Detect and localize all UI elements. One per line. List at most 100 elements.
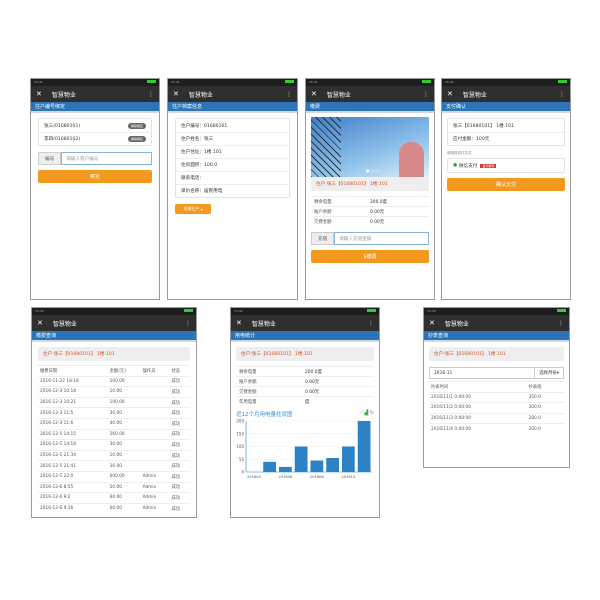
close-icon[interactable]: ✕ <box>37 319 43 327</box>
bar <box>294 446 308 472</box>
list-item[interactable]: 李四(01680102) 解除绑定 <box>39 132 151 145</box>
battery-icon <box>557 309 566 312</box>
battery-icon <box>367 309 376 312</box>
amount-input[interactable]: 请输入充值金额 <box>334 232 429 245</box>
confirm-pay-button[interactable]: 确认支付 <box>447 178 565 191</box>
profile-row: 联系电话： <box>176 171 289 184</box>
table-cell: 30.00 <box>107 439 141 451</box>
app-title: 智慧物业 <box>326 91 351 99</box>
more-icon[interactable]: ⋮ <box>558 319 564 327</box>
table-cell: 2016-12-3 11:5 <box>38 407 108 419</box>
line-chart-icon[interactable]: ⟋ <box>359 410 363 416</box>
usage-list: 剩余电量 200.0度 账户余额 0.00元 欠费金额 0.00元 年用电量度 <box>236 366 374 406</box>
table-cell: 2016-12-6 9:2 <box>38 492 108 504</box>
more-icon[interactable]: ⋮ <box>368 319 374 327</box>
more-icon[interactable]: ⋮ <box>286 90 292 98</box>
battery-icon <box>147 80 156 83</box>
profile-row: 住户住址：1楼.101 <box>176 145 289 158</box>
section-title: 住户档案信息 <box>168 102 297 113</box>
close-icon[interactable]: ✕ <box>36 90 42 98</box>
pay-button[interactable]: $缴费 <box>311 250 429 263</box>
section-title: 抄表查询 <box>424 331 569 342</box>
usage-bar-chart: 0 50 100 150 200 201604 201606 201608 201610 <box>236 419 372 479</box>
customer-number-input[interactable]: 请输入客户编号 <box>61 152 152 165</box>
bar-chart-icon[interactable]: ▟ <box>364 410 369 416</box>
phone-bind: 15:41 ✕ 智慧物业 ⋮ 住户编号绑定 张三(01680101) 解除绑定 李四(… <box>30 78 160 300</box>
app-title: 智慧物业 <box>188 91 213 99</box>
balance-list: 剩余电量 200.0度 账户余额 0.00元 欠费金额 0.00元 <box>311 196 429 226</box>
bar <box>263 461 276 472</box>
table-row: 2016-12-5 14:15 260.00 成功 <box>38 428 190 440</box>
x-tick-label: 201604 <box>247 475 261 479</box>
table-cell: 成功 <box>169 375 190 387</box>
battery-icon <box>285 80 294 83</box>
banner-carousel[interactable]: ● ○ ○ <box>311 117 429 177</box>
info-label: 剩余电量 <box>314 199 332 205</box>
y-tick-label: 200 <box>236 419 244 424</box>
order-info: 张三【01680101】 1楼.101 应付金额：100元 <box>447 118 565 146</box>
table-cell: Admin <box>140 481 170 493</box>
table-cell: Admin <box>140 502 170 514</box>
close-icon[interactable]: ✕ <box>429 319 435 327</box>
more-icon[interactable]: ⋮ <box>185 319 191 327</box>
table-cell: 2016-12-3 10:18 <box>38 386 108 398</box>
info-row: 欠费金额 0.00元 <box>236 386 374 396</box>
table-row: 2016-12-3 10:21 100.00 成功 <box>38 396 190 408</box>
phone-confirm: 15:42 ✕ 智慧物业 ⋮ 支付确认 张三【01680101】 1楼.101 应付… <box>441 78 571 300</box>
bound-list: 张三(01680101) 解除绑定 李四(01680102) 解除绑定 <box>38 118 152 146</box>
more-icon[interactable]: ⋮ <box>559 90 565 98</box>
status-time: 15:41 <box>171 80 180 84</box>
wechat-icon: ● <box>453 163 458 168</box>
unbind-button[interactable]: 解除绑定 <box>127 136 146 142</box>
table-cell: 10.00 <box>107 386 141 398</box>
close-icon[interactable]: ✕ <box>311 90 317 98</box>
table-row: 2016-12-5 21:34 10.00 成功 <box>38 449 190 461</box>
input-label: 充值 <box>311 232 335 245</box>
table-cell: 600.00 <box>107 470 141 483</box>
order-user: 张三【01680101】 1楼.101 <box>453 123 514 129</box>
refresh-icon[interactable]: ↻ <box>369 410 374 416</box>
user-info: 住户:张三【01680101】 1楼.101 <box>311 177 429 191</box>
section-title: 用电统计 <box>231 331 379 342</box>
carousel-dots[interactable]: ● ○ ○ <box>366 168 380 173</box>
table-cell: 2016-12-6 8:55 <box>38 481 108 493</box>
list-item[interactable]: 张三(01680101) 解除绑定 <box>39 119 151 132</box>
close-icon[interactable]: ✕ <box>173 90 179 98</box>
table-cell: 2016-12-5 14:15 <box>38 428 108 440</box>
app-header: ✕ 智慧物业 ⋮ <box>231 315 379 331</box>
item-label: 李四(01680102) <box>44 137 81 142</box>
table-row: 2016-12-3 10:18 10.00 成功 <box>38 386 190 398</box>
switch-user-button[interactable]: 切换住户 ▾ <box>175 204 211 214</box>
table-cell: 280.0 <box>526 412 564 424</box>
info-row: 账户余额 0.00元 <box>236 376 374 386</box>
chart-title: 近12个月用电量柱状图 <box>236 412 293 418</box>
select-month-button[interactable]: 选择月份 ▾ <box>534 368 563 378</box>
wechat-pay-option[interactable]: ● 微信支付 官方推荐 <box>448 159 564 172</box>
chart-toolbox: ⟋ ▟ ↻ <box>359 410 374 418</box>
table-cell: 300.0 <box>526 402 564 414</box>
bind-button[interactable]: 绑定 <box>38 170 152 183</box>
more-icon[interactable]: ⋮ <box>148 90 154 98</box>
column-header: 操作员 <box>140 365 170 377</box>
y-tick-label: 100 <box>236 444 244 449</box>
close-icon[interactable]: ✕ <box>447 90 453 98</box>
table-cell <box>140 407 170 419</box>
table-cell: 2016-12-5 21:34 <box>38 449 108 461</box>
method-label: 请选择支付方式 <box>447 151 472 155</box>
table-cell <box>140 396 170 408</box>
table-row: 2016-12-6 8:55 50.00 Admin 成功 <box>38 481 190 493</box>
info-value: 度 <box>305 399 310 405</box>
table-row: 2016-12-3 11:5 30.00 成功 <box>38 407 190 419</box>
status-time: 15:42 <box>445 80 454 84</box>
person-graphic <box>399 142 424 177</box>
section-title: 支付确认 <box>442 102 570 113</box>
more-icon[interactable]: ⋮ <box>423 90 429 98</box>
info-value: 0.00元 <box>305 379 320 385</box>
table-cell <box>140 417 170 430</box>
bar <box>310 460 324 472</box>
unbind-button[interactable]: 解除绑定 <box>127 122 146 129</box>
profile-row: 住房面积：100.0 <box>176 158 289 171</box>
month-input[interactable]: 2016-11 <box>434 370 453 376</box>
close-icon[interactable]: ✕ <box>236 319 242 327</box>
table-row: 2016-11-22 18:18 100.00 成功 <box>38 375 190 387</box>
